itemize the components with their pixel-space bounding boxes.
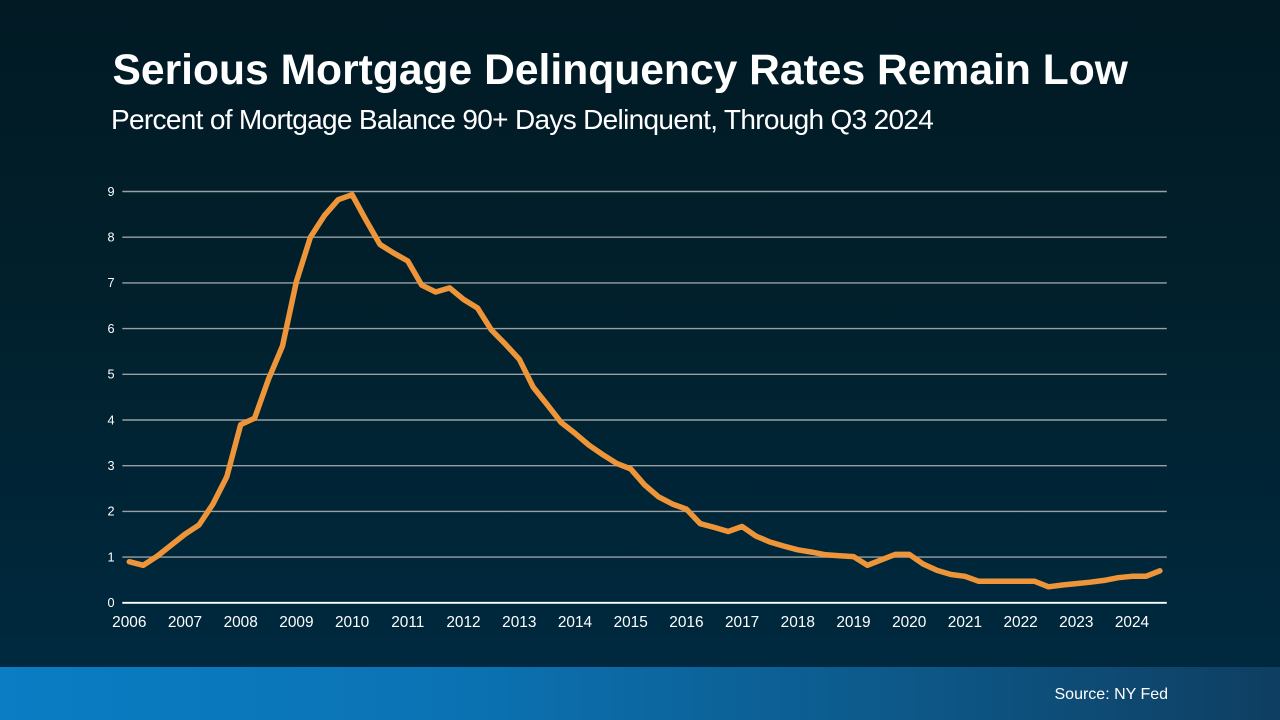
svg-text:2019: 2019 (836, 614, 870, 631)
svg-text:6: 6 (107, 322, 114, 336)
svg-text:2008: 2008 (224, 614, 258, 631)
svg-text:2021: 2021 (948, 614, 982, 631)
svg-text:2015: 2015 (614, 614, 648, 631)
svg-text:2011: 2011 (391, 614, 424, 631)
svg-text:2009: 2009 (279, 614, 313, 631)
svg-text:2017: 2017 (725, 614, 759, 631)
svg-text:8: 8 (107, 231, 114, 245)
svg-text:2013: 2013 (502, 614, 536, 631)
svg-text:2024: 2024 (1115, 614, 1150, 631)
svg-text:5: 5 (107, 368, 114, 382)
svg-text:2023: 2023 (1059, 614, 1093, 631)
svg-text:2007: 2007 (168, 614, 202, 631)
svg-text:2006: 2006 (112, 614, 146, 631)
svg-text:4: 4 (107, 413, 114, 427)
svg-text:2014: 2014 (558, 614, 593, 631)
svg-text:7: 7 (107, 276, 114, 290)
svg-text:9: 9 (107, 185, 114, 199)
svg-text:2020: 2020 (892, 614, 926, 631)
svg-text:0: 0 (107, 596, 114, 610)
svg-text:2: 2 (107, 505, 114, 519)
svg-text:2022: 2022 (1003, 614, 1037, 631)
svg-text:1: 1 (107, 550, 114, 564)
svg-text:3: 3 (107, 459, 114, 473)
svg-text:2016: 2016 (669, 614, 703, 631)
svg-text:2010: 2010 (335, 614, 369, 631)
svg-text:2012: 2012 (446, 614, 480, 631)
svg-text:2018: 2018 (781, 614, 815, 631)
